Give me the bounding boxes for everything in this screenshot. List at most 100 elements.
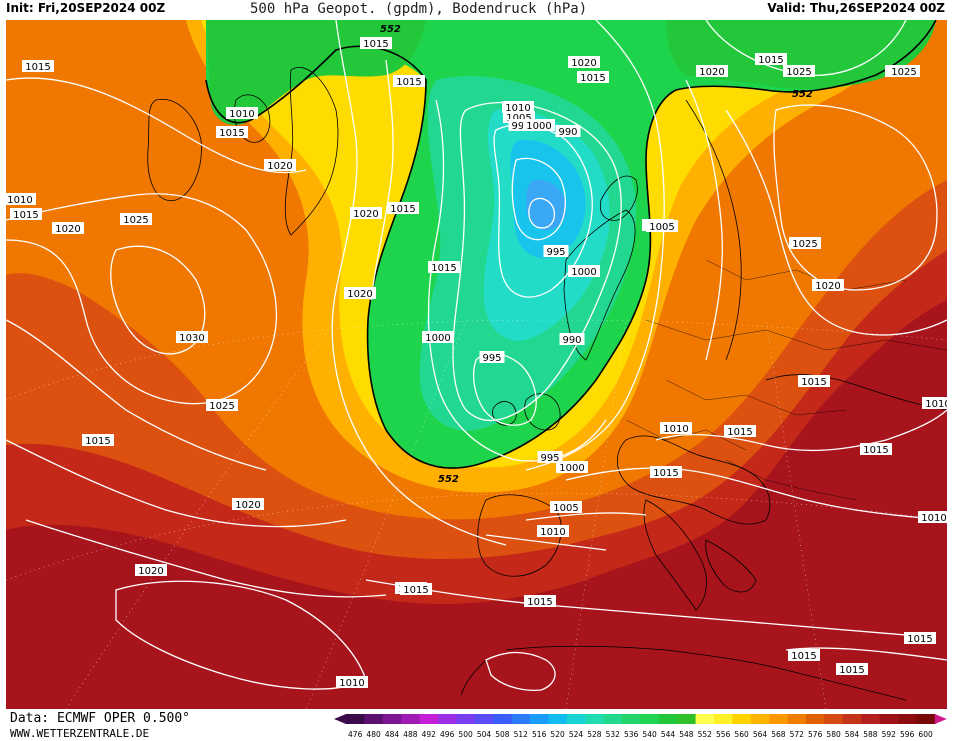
- isobar-label: 995: [543, 245, 569, 258]
- legend-swatch: [806, 714, 825, 724]
- isobar-label: 1015: [650, 466, 682, 479]
- isobar-label: 1025: [888, 65, 920, 78]
- svg-text:1020: 1020: [571, 58, 596, 69]
- svg-text:1015: 1015: [863, 445, 888, 456]
- map-title: 500 hPa Geopot. (gpdm), Bodendruck (hPa): [250, 1, 588, 17]
- legend-value: 568: [771, 730, 786, 739]
- isobar-label: 1025: [783, 65, 815, 78]
- isobar-label: 990: [555, 125, 581, 138]
- svg-text:1025: 1025: [891, 67, 916, 78]
- svg-text:1000: 1000: [526, 121, 551, 132]
- isobar-label: 1015: [400, 583, 432, 596]
- svg-text:1015: 1015: [390, 204, 415, 215]
- svg-text:1015: 1015: [580, 73, 605, 84]
- svg-text:1010: 1010: [505, 103, 530, 114]
- legend-swatch: [382, 714, 402, 724]
- svg-text:1015: 1015: [907, 634, 932, 645]
- legend-swatch: [769, 714, 789, 724]
- legend-swatch: [419, 714, 439, 724]
- legend-value: 564: [753, 730, 768, 739]
- isobar-label: 1010: [660, 422, 692, 435]
- legend-value: 572: [790, 730, 805, 739]
- isobar-label: 1030: [176, 331, 208, 344]
- legend-swatch: [695, 714, 715, 724]
- svg-text:1020: 1020: [815, 281, 840, 292]
- svg-text:1000: 1000: [571, 267, 596, 278]
- legend-swatch: [879, 714, 899, 724]
- legend-value: 560: [734, 730, 749, 739]
- legend-swatch: [750, 714, 770, 724]
- isobar-label: 1020: [350, 207, 382, 220]
- legend-value: 576: [808, 730, 823, 739]
- isobar-label: 1010: [6, 193, 36, 206]
- isobar-label: 995: [537, 451, 563, 464]
- isobar-label: 1020: [344, 287, 376, 300]
- isobar-label: 1020: [568, 56, 600, 69]
- svg-text:1020: 1020: [55, 224, 80, 235]
- svg-text:1015: 1015: [396, 77, 421, 88]
- legend-swatch: [916, 714, 936, 724]
- svg-text:1005: 1005: [649, 222, 674, 233]
- svg-text:1015: 1015: [403, 585, 428, 596]
- isobar-label: 1020: [232, 498, 264, 511]
- legend-swatch: [511, 714, 531, 724]
- svg-text:990: 990: [558, 127, 577, 138]
- legend-value: 476: [348, 730, 363, 739]
- geopotential-label: 552: [438, 474, 459, 485]
- svg-text:1015: 1015: [653, 468, 678, 479]
- pressure-labels: 1015 1015 1015 1010 1015 1020 1010 1015 1020 1025…: [6, 37, 947, 689]
- legend-value: 584: [845, 730, 860, 739]
- legend-value: 596: [900, 730, 915, 739]
- data-source: Data: ECMWF OPER 0.500°: [10, 711, 191, 726]
- legend-value: 512: [514, 730, 529, 739]
- legend-value: 536: [624, 730, 639, 739]
- legend-value: 548: [679, 730, 694, 739]
- isobar-label: 1020: [812, 279, 844, 292]
- isobar-label: 1010: [918, 511, 947, 524]
- legend-value: 528: [587, 730, 602, 739]
- legend-swatch: [401, 714, 421, 724]
- isobar-label: 1000: [422, 331, 454, 344]
- svg-text:1025: 1025: [792, 239, 817, 250]
- graticule: [6, 319, 947, 709]
- svg-text:1025: 1025: [123, 215, 148, 226]
- legend-swatch: [603, 714, 623, 724]
- isobar-label: 1015: [836, 663, 868, 676]
- isobar-label: 995: [479, 351, 505, 364]
- svg-text:1015: 1015: [801, 377, 826, 388]
- svg-text:1015: 1015: [13, 210, 38, 221]
- field-520: [526, 179, 567, 230]
- geopotential-label: 552: [380, 24, 401, 35]
- legend-swatch: [566, 714, 586, 724]
- isobar-label: 1025: [120, 213, 152, 226]
- svg-text:1010: 1010: [540, 527, 565, 538]
- legend-swatch: [585, 714, 605, 724]
- isobar-label: 1015: [788, 649, 820, 662]
- isobar-label: 1005: [646, 220, 678, 233]
- legend-value: 488: [403, 730, 418, 739]
- valid-time: Valid: Thu,26SEP2024 00Z: [767, 1, 945, 15]
- svg-text:1020: 1020: [267, 161, 292, 172]
- svg-text:1020: 1020: [347, 289, 372, 300]
- legend-value: 504: [477, 730, 492, 739]
- svg-text:1020: 1020: [138, 566, 163, 577]
- svg-text:1015: 1015: [85, 436, 110, 447]
- svg-text:995: 995: [546, 247, 565, 258]
- isobar-label: 1015: [360, 37, 392, 50]
- legend-value: 540: [642, 730, 657, 739]
- isobar-label: 1015: [428, 261, 460, 274]
- svg-text:1010: 1010: [7, 195, 32, 206]
- svg-text:1010: 1010: [663, 424, 688, 435]
- weather-map: 1015 1015 1015 1010 1015 1020 1010 1015 1020 1025…: [6, 20, 947, 709]
- legend-swatch: [474, 714, 494, 724]
- legend-swatch: [364, 714, 384, 724]
- isobar-label: 1020: [264, 159, 296, 172]
- svg-text:995: 995: [482, 353, 501, 364]
- legend-swatch: [842, 714, 862, 724]
- legend-swatch: [493, 714, 513, 724]
- legend-arrow-right: [934, 714, 947, 724]
- legend-swatch: [824, 714, 844, 724]
- svg-text:1020: 1020: [235, 500, 260, 511]
- legend-value: 532: [606, 730, 621, 739]
- legend-value: 524: [569, 730, 584, 739]
